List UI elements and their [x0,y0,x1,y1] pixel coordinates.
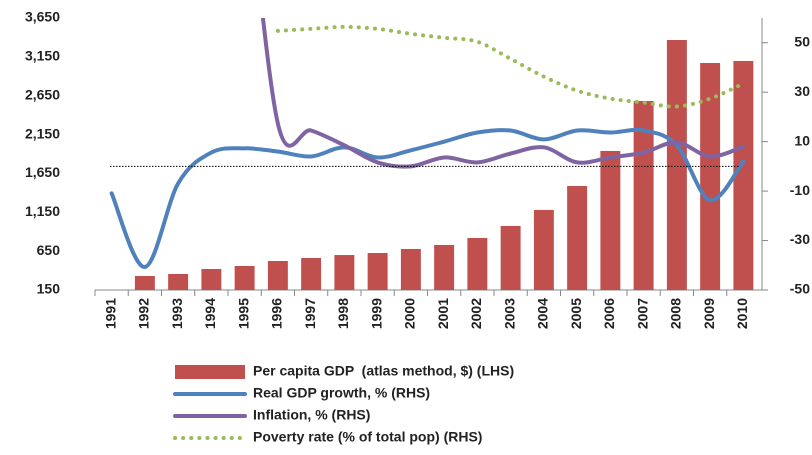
legend-swatch [175,365,245,379]
y-tick-label: 2,650 [25,86,60,102]
y-tick-label: 650 [37,242,61,258]
bar [168,273,189,290]
bar [533,209,554,290]
line-series [109,127,746,269]
legend-label: Per capita GDP (atlas method, $) (LHS) [253,363,514,379]
bar [334,255,355,290]
y-tick-label: 150 [37,281,61,297]
x-tick-label: 1994 [202,298,218,329]
line-series [275,24,746,109]
y2-tick-label: 50 [794,33,810,49]
x-tick-label: 2004 [535,298,551,329]
bar [733,60,754,290]
x-tick-label: 2009 [701,298,717,329]
bar [134,276,155,290]
x-tick-label: 1997 [302,298,318,329]
bar [567,186,588,290]
y2-tick-label: 10 [794,132,810,148]
y2-tick-label: -10 [790,182,810,198]
x-tick-label: 2003 [501,298,517,329]
bar [700,62,721,290]
bar [500,225,521,290]
legend-label: Inflation, % (RHS) [253,407,370,423]
x-tick-label: 2008 [668,298,684,329]
y-tick-label: 1,650 [25,164,60,180]
x-tick-label: 2000 [402,298,418,329]
x-tick-label: 1996 [269,298,285,329]
bar [400,248,421,290]
x-tick-label: 1993 [169,298,185,329]
bar [367,253,388,290]
x-tick-label: 2005 [568,298,584,329]
y-tick-label: 2,150 [25,125,60,141]
x-tick-label: 1999 [368,298,384,329]
line-series [260,18,746,169]
x-tick-label: 1991 [102,298,118,329]
bar [267,261,288,290]
bar [234,265,255,290]
bar [301,257,322,290]
y-tick-label: 1,150 [25,203,60,219]
plot-area [109,18,754,290]
legend-label: Real GDP growth, % (RHS) [253,385,430,401]
bar [666,39,687,290]
x-tick-label: 1992 [136,298,152,329]
y2-tick-label: 30 [794,83,810,99]
bar [434,245,455,290]
x-tick-label: 2001 [435,298,451,329]
x-tick-label: 2010 [734,298,750,329]
y-tick-label: 3,150 [25,48,60,64]
x-tick-label: 2007 [634,298,650,329]
x-tick-label: 1998 [335,298,351,329]
x-tick-label: 2006 [601,298,617,329]
bar [633,100,654,290]
bar [467,238,488,290]
y-tick-label: 3,650 [25,9,60,25]
y2-tick-label: -30 [790,231,810,247]
x-tick-label: 2002 [468,298,484,329]
x-tick-label: 1995 [235,298,251,329]
bar [201,269,222,290]
legend-label: Poverty rate (% of total pop) (RHS) [253,429,482,445]
y2-tick-label: -50 [790,281,810,297]
bar [600,150,621,290]
